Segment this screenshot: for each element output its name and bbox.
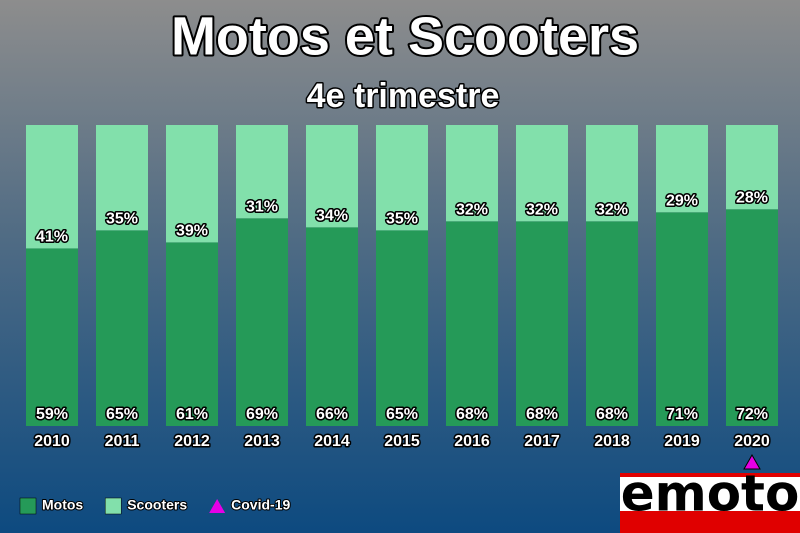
bar-segment: [96, 125, 148, 231]
bar-segment: [726, 125, 778, 210]
logo: emoto: [620, 465, 800, 533]
legend-swatch: [19, 497, 37, 515]
value-label: 65%: [386, 406, 418, 423]
value-label: 35%: [386, 211, 418, 228]
bar-segment: [236, 218, 288, 426]
bar-segment: [586, 125, 638, 222]
bar-segment: [726, 209, 778, 426]
value-label: 31%: [246, 199, 278, 216]
value-label: 61%: [176, 406, 208, 423]
chart-title: Motos et Scooters: [171, 6, 639, 66]
x-tick-label: 2015: [384, 433, 420, 450]
value-label: 68%: [596, 406, 628, 423]
legend-swatch: [104, 497, 122, 515]
value-label: 68%: [456, 406, 488, 423]
value-label: 69%: [246, 406, 278, 423]
value-label: 72%: [736, 406, 768, 423]
bar-segment: [96, 230, 148, 426]
bar-segment: [26, 125, 78, 249]
legend-label: Covid-19: [231, 497, 290, 513]
bar-segment: [166, 242, 218, 426]
bar-segment: [376, 125, 428, 231]
bar-segment: [516, 125, 568, 222]
legend-label: Motos: [42, 497, 83, 513]
value-label: 32%: [596, 202, 628, 219]
x-tick-label: 2020: [734, 433, 770, 450]
value-label: 71%: [666, 406, 698, 423]
logo-text: emoto: [621, 465, 800, 523]
x-tick-label: 2019: [664, 433, 700, 450]
value-label: 35%: [106, 211, 138, 228]
bar-segment: [376, 230, 428, 426]
value-label: 34%: [316, 208, 348, 225]
x-tick-label: 2018: [594, 433, 630, 450]
value-label: 41%: [36, 229, 68, 246]
legend-marker: [209, 499, 226, 513]
value-label: 28%: [736, 189, 768, 206]
value-label: 39%: [176, 223, 208, 240]
x-tick-label: 2011: [105, 433, 140, 450]
value-label: 68%: [526, 406, 558, 423]
logo-band: [620, 477, 800, 511]
value-label: 32%: [526, 202, 558, 219]
legend-label: Scooters: [127, 497, 187, 513]
value-label: 29%: [666, 193, 698, 210]
bar-segment: [446, 125, 498, 222]
bar-segment: [306, 125, 358, 228]
bar-segment: [166, 125, 218, 243]
value-label: 65%: [106, 406, 138, 423]
marker: [743, 453, 761, 470]
chart-subtitle: 4e trimestre: [307, 77, 500, 115]
x-tick-label: 2016: [454, 433, 490, 450]
value-label: 59%: [36, 406, 68, 423]
bar-segment: [446, 221, 498, 426]
bar-segment: [516, 221, 568, 426]
x-tick-label: 2014: [314, 433, 350, 450]
bar-segment: [306, 227, 358, 426]
bar-segment: [236, 125, 288, 219]
bar-segment: [26, 248, 78, 426]
value-label: 66%: [316, 406, 348, 423]
bar-segment: [656, 212, 708, 426]
x-tick-label: 2013: [244, 433, 280, 450]
bar-segment: [656, 125, 708, 213]
value-label: 32%: [456, 202, 488, 219]
x-tick-label: 2012: [174, 433, 210, 450]
x-tick-label: 2010: [34, 433, 70, 450]
bar-segment: [586, 221, 638, 426]
x-tick-label: 2017: [524, 433, 560, 450]
